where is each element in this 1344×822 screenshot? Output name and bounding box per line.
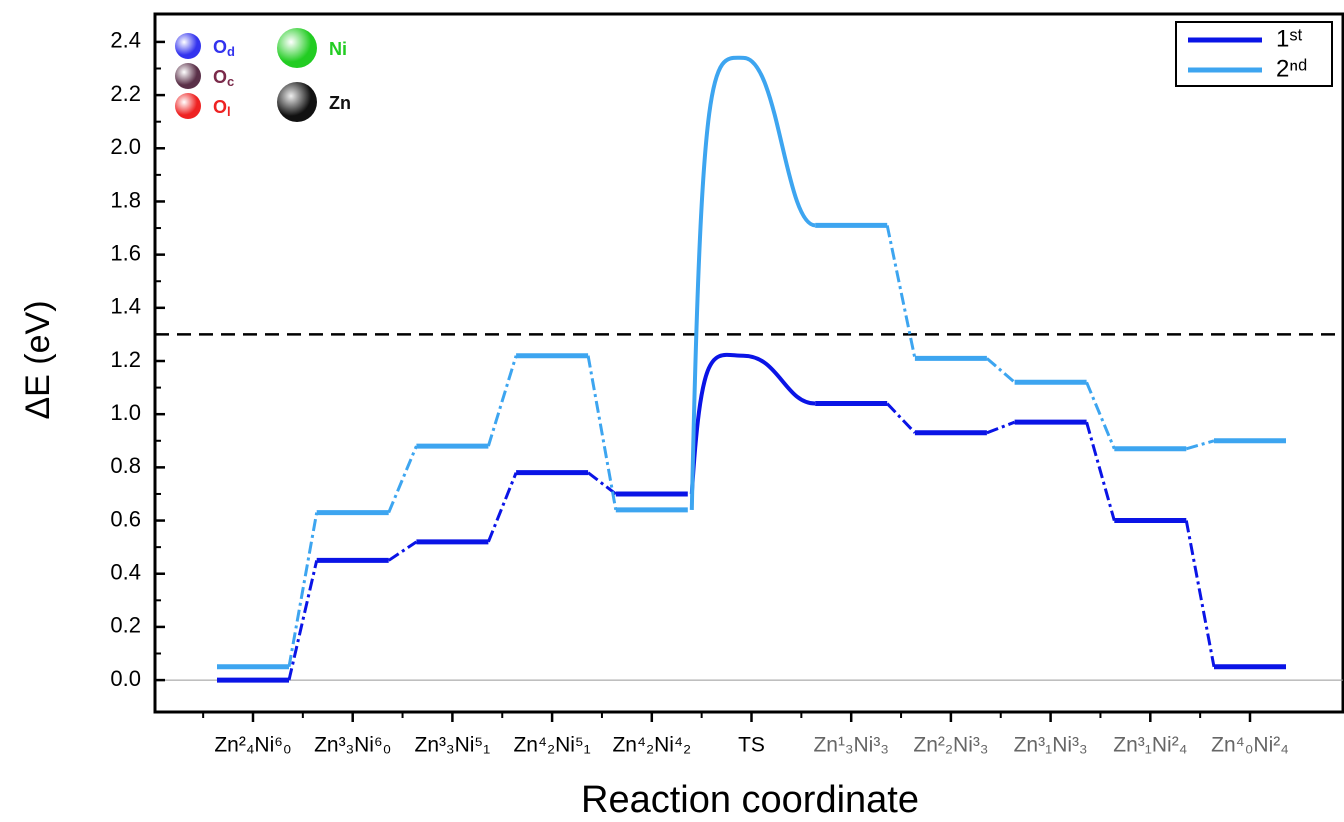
atom-subscript: c [227,74,234,89]
atom-icon [277,82,317,122]
y-tick-label: 0.8 [110,453,141,478]
x-tick-label: Zn²₄Ni⁶₀ [214,734,291,757]
atom-label: Oc [213,67,234,90]
atom-icon [175,63,201,89]
connector [1185,439,1215,451]
y-tick-label: 1.4 [110,294,141,319]
y-tick-label: 0.6 [110,506,141,531]
connector [387,445,418,514]
y-tick-label: 1.6 [110,240,141,265]
x-tick-label: Zn²₂Ni³₃ [913,734,988,757]
legend-label: 2ⁿᵈ [1276,55,1307,82]
x-tick-label: Zn⁴₀Ni²₄ [1211,734,1289,757]
x-tick-label: Zn³₃Ni⁶₀ [314,734,391,757]
atom-icon [277,28,317,68]
legend-box [1175,21,1333,87]
connector [986,420,1016,435]
connector [287,512,319,668]
plot-frame [153,12,1344,714]
connector [287,560,319,681]
x-tick-label: Zn³₁Ni²₄ [1113,734,1187,757]
atom-symbol: O [213,67,227,87]
y-tick-label: 1.2 [110,347,141,372]
atom-icon [175,33,201,59]
y-tick-label: 2.0 [110,134,141,159]
y-tick-label: 1.0 [110,400,141,425]
legend-label: 1ˢᵗ [1276,25,1303,52]
y-tick-label: 0.4 [110,560,141,585]
atom-label: Ni [329,39,347,59]
connector [886,402,916,434]
connector [985,357,1016,384]
x-tick-label: TS [738,734,765,757]
connector [487,472,518,543]
atom-label: Od [213,37,235,60]
atom-symbol: O [213,97,227,117]
connector [1184,520,1216,668]
atom-subscript: l [227,104,231,119]
y-tick-label: 0.0 [110,666,141,691]
connector [387,540,418,562]
atom-label: Zn [329,93,351,113]
connector [885,225,917,359]
atom-subscript: d [227,44,235,59]
x-tick-label: Zn³₃Ni⁵₁ [415,734,491,757]
atom-symbol: Zn [329,93,351,113]
y-tick-label: 0.2 [110,613,141,638]
y-axis-label: ΔE (eV) [19,300,57,419]
connector [587,471,617,496]
atom-icon [175,93,201,119]
x-tick-label: Zn³₁Ni³₃ [1014,734,1088,757]
x-tick-label: Zn⁴₂Ni⁴₂ [612,734,691,757]
connector [1085,421,1116,521]
x-tick-label: Zn⁴₂Ni⁵₁ [513,734,590,757]
y-tick-label: 1.8 [110,187,141,212]
y-tick-label: 2.2 [110,81,141,106]
x-tick-label: Zn¹₃Ni³₃ [813,734,888,757]
atom-label: Ol [213,97,231,120]
y-tick-label: 2.4 [110,28,141,53]
atom-symbol: Ni [329,39,347,59]
connector [586,355,618,511]
connector [486,355,518,447]
atom-symbol: O [213,37,227,57]
x-axis-label: Reaction coordinate [581,779,919,821]
transition-state-curve [689,352,816,495]
transition-state-curve [689,55,816,510]
